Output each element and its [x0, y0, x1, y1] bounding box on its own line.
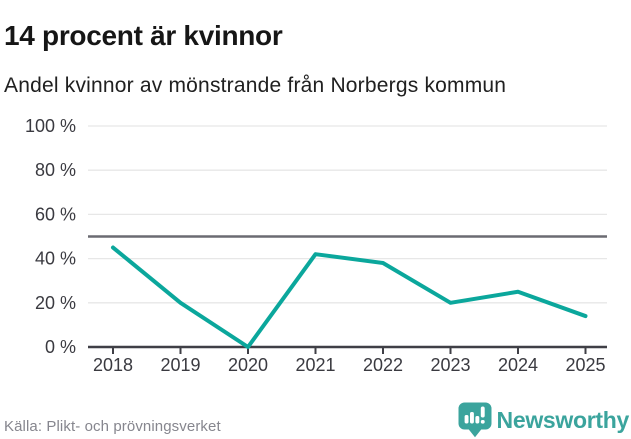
- y-axis-label-60: 60 %: [35, 204, 76, 224]
- badge-pin-shape: [458, 402, 492, 438]
- y-axis-label-100: 100 %: [25, 116, 76, 136]
- y-axis-label-0: 0 %: [45, 337, 76, 357]
- y-axis-label-80: 80 %: [35, 160, 76, 180]
- source-note: Källa: Plikt- och prövningsverket: [4, 418, 221, 435]
- y-axis-label-20: 20 %: [35, 293, 76, 313]
- x-axis-label-2022: 2022: [363, 355, 403, 375]
- newsworthy-badge-icon: [458, 402, 492, 438]
- newsworthy-logo: Newsworthy: [458, 402, 629, 438]
- chart-subtitle: Andel kvinnor av mönstrande från Norberg…: [4, 74, 507, 97]
- line-chart: 2018 2019 2020 2021 2022 2023 2024 2025 0 % 20 % 4…: [25, 116, 607, 375]
- x-axis-label-2025: 2025: [565, 355, 605, 375]
- x-axis-label-2023: 2023: [430, 355, 470, 375]
- x-axis-label-2024: 2024: [498, 355, 538, 375]
- chart-title: 14 procent är kvinnor: [4, 19, 283, 51]
- x-axis-label-2021: 2021: [295, 355, 335, 375]
- x-axis-label-2019: 2019: [160, 355, 200, 375]
- newsworthy-wordmark: Newsworthy: [496, 406, 630, 433]
- x-axis-label-2020: 2020: [228, 355, 268, 375]
- x-axis-label-2018: 2018: [93, 355, 133, 375]
- bar-chart-exclamation-glyph: [464, 406, 485, 424]
- y-axis-label-40: 40 %: [35, 249, 76, 269]
- data-line-andel-kvinnor: [111, 245, 588, 349]
